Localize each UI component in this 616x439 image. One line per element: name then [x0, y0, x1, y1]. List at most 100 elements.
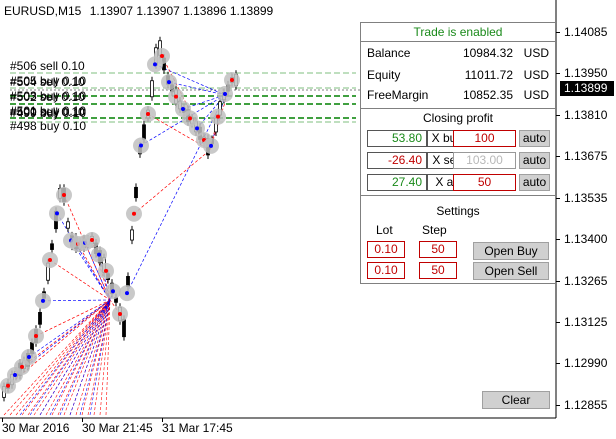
- panel-divider: [361, 108, 555, 109]
- order-link: [57, 299, 111, 416]
- order-dot: [48, 258, 52, 262]
- order-dot: [167, 80, 171, 85]
- price-label: 1.13125: [564, 315, 608, 329]
- time-label: 31 Mar 17:45: [162, 421, 233, 435]
- candle-body: [150, 80, 154, 98]
- time-tick: [162, 418, 163, 422]
- order-label: #502 sell 0.10: [10, 90, 85, 104]
- price-tick: [556, 405, 560, 406]
- order-link: [89, 299, 111, 416]
- candle-body: [38, 312, 42, 325]
- order-link: [21, 299, 111, 368]
- candle-body: [126, 276, 130, 287]
- order-dot: [97, 252, 101, 257]
- order-dot: [160, 54, 164, 58]
- price-label: 1.13265: [564, 274, 608, 288]
- order-link: [9, 299, 111, 416]
- all-profit-value: 27.40: [367, 174, 427, 191]
- closing-profit-title: Closing profit: [422, 111, 494, 125]
- buy-auto-button[interactable]: auto: [519, 130, 550, 147]
- step-label: Step: [422, 223, 447, 237]
- open-sell-button[interactable]: Open Sell: [473, 262, 549, 280]
- price-label: 1.14085: [564, 25, 608, 39]
- order-dot: [27, 355, 31, 359]
- buy-target-input[interactable]: 100: [453, 130, 516, 147]
- order-dot: [188, 116, 192, 121]
- order-link: [3, 299, 111, 416]
- price-tick: [556, 32, 560, 33]
- equity-value: 11011.72: [464, 68, 513, 82]
- candle-body: [50, 243, 54, 250]
- order-dot: [174, 94, 178, 99]
- lot-buy-input[interactable]: 0.10: [367, 241, 405, 258]
- buy-profit-value: 53.80: [367, 130, 427, 147]
- order-dot: [181, 107, 185, 111]
- price-label: 1.13810: [564, 108, 608, 122]
- trade-status: Trade is enabled: [413, 25, 503, 39]
- order-dot: [41, 298, 45, 303]
- clear-button[interactable]: Clear: [482, 391, 550, 409]
- price-tick: [556, 239, 560, 240]
- step-buy-input[interactable]: 50: [419, 241, 457, 258]
- balance-currency: USD: [523, 46, 549, 60]
- order-dot: [132, 211, 136, 216]
- order-dot: [230, 78, 234, 82]
- price-label: 1.12990: [564, 356, 608, 370]
- current-price-label: 1.13899: [560, 81, 614, 96]
- order-link: [45, 299, 111, 416]
- panel-divider: [361, 41, 555, 42]
- order-dot: [153, 62, 157, 67]
- freemargin-currency: USD: [523, 88, 549, 102]
- order-link: [35, 299, 111, 337]
- order-link: [93, 299, 111, 416]
- all-auto-button[interactable]: auto: [519, 174, 550, 191]
- order-link: [133, 149, 211, 215]
- order-dot: [195, 126, 199, 131]
- order-label: #506 sell 0.10: [10, 59, 85, 73]
- open-buy-button[interactable]: Open Buy: [473, 242, 549, 260]
- ohlc-values: 1.13907 1.13907 1.13896 1.13899: [89, 4, 274, 18]
- price-label: 1.13400: [564, 232, 608, 246]
- price-tick: [556, 363, 560, 364]
- order-link: [154, 64, 226, 96]
- sell-auto-button[interactable]: auto: [519, 152, 550, 169]
- price-label: 1.13535: [564, 191, 608, 205]
- order-link: [42, 299, 111, 302]
- lot-sell-input[interactable]: 0.10: [367, 262, 405, 279]
- sell-target-input[interactable]: 103.00: [453, 152, 516, 169]
- order-label: #503 buy 0.10: [10, 89, 87, 103]
- candle-body: [130, 229, 134, 241]
- order-link: [51, 299, 111, 416]
- time-tick: [82, 418, 83, 422]
- order-link: [87, 299, 111, 416]
- equity-label: Equity: [367, 68, 401, 82]
- lot-label: Lot: [376, 223, 393, 237]
- order-dot: [209, 143, 213, 148]
- order-link: [69, 299, 111, 416]
- freemargin-label: FreeMargin: [367, 88, 429, 102]
- all-target-input[interactable]: 50: [453, 174, 516, 191]
- order-link: [28, 299, 111, 358]
- order-dot: [6, 383, 10, 388]
- order-dot: [223, 92, 227, 96]
- order-link: [168, 81, 226, 96]
- time-tick: [2, 418, 3, 422]
- order-label: #504 sell 0.10: [10, 75, 85, 89]
- symbol-timeframe: EURUSD,M15: [4, 4, 82, 18]
- order-dot: [20, 364, 24, 369]
- order-link: [56, 213, 111, 301]
- order-dot: [90, 238, 94, 242]
- candle-body: [66, 221, 70, 229]
- order-link: [77, 243, 111, 301]
- order-dot: [216, 114, 220, 119]
- order-link: [126, 94, 226, 294]
- step-sell-input[interactable]: 50: [419, 262, 457, 279]
- order-dot: [55, 211, 59, 216]
- panel-divider: [361, 195, 555, 196]
- price-tick: [556, 322, 560, 323]
- order-link: [147, 113, 211, 151]
- order-dot: [139, 143, 143, 148]
- order-dot: [62, 193, 66, 197]
- price-tick: [556, 281, 560, 282]
